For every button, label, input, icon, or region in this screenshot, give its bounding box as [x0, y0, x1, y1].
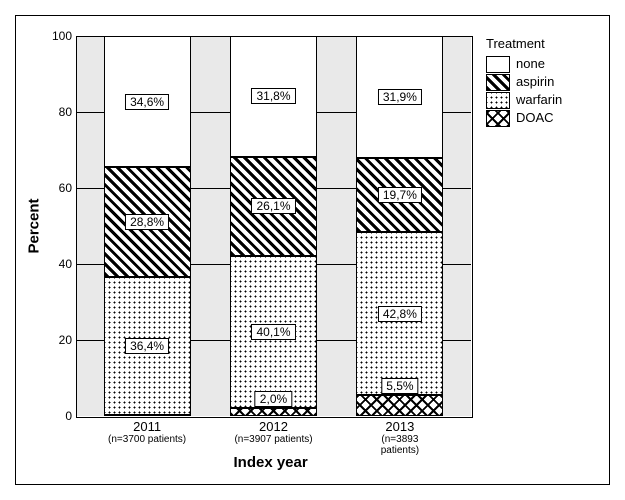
bar-2012: 2,0% 40,1% 26,1% 31,8% [230, 36, 317, 416]
bar-2011: 36,4% 28,8% 34,6% [104, 36, 191, 416]
legend-item-warfarin: warfarin [486, 91, 562, 109]
legend: Treatment noneaspirinwarfarinDOAC [486, 36, 562, 127]
segment-DOAC [230, 408, 317, 416]
legend-item-none: none [486, 55, 562, 73]
legend-item-DOAC: DOAC [486, 109, 562, 127]
legend-label: none [516, 55, 545, 73]
value-label: 31,9% [378, 89, 422, 105]
x-axis-label: Index year [234, 454, 308, 471]
legend-swatch-icon [486, 92, 510, 109]
value-label: 36,4% [125, 338, 169, 354]
value-label: 5,5% [381, 378, 418, 394]
y-tick-label: 0 [65, 409, 72, 423]
bar-2013: 5,5% 42,8% 19,7% 31,9% [356, 36, 443, 416]
legend-label: aspirin [516, 73, 554, 91]
y-tick-label: 60 [59, 181, 72, 195]
plot-area: 02040608010036,4%28,8%34,6%2011(n=3700 p… [76, 36, 471, 416]
y-tick-label: 100 [52, 29, 72, 43]
y-tick-label: 20 [59, 333, 72, 347]
y-axis-label: Percent [26, 198, 43, 253]
value-label: 28,8% [125, 214, 169, 230]
y-tick-label: 80 [59, 105, 72, 119]
x-tick-label: 2013(n=3893 patients) [364, 416, 435, 456]
legend-swatch-icon [486, 56, 510, 73]
y-tick-label: 40 [59, 257, 72, 271]
legend-swatch-icon [486, 74, 510, 91]
value-label: 40,1% [251, 324, 295, 340]
legend-title: Treatment [486, 36, 562, 51]
value-label: 2,0% [255, 391, 292, 407]
value-label: 31,8% [251, 88, 295, 104]
legend-label: warfarin [516, 91, 562, 109]
value-label: 34,6% [125, 94, 169, 110]
segment-DOAC [356, 395, 443, 416]
legend-item-aspirin: aspirin [486, 73, 562, 91]
x-tick-label: 2012(n=3907 patients) [234, 416, 312, 445]
value-label: 42,8% [378, 306, 422, 322]
value-label: 26,1% [251, 198, 295, 214]
legend-label: DOAC [516, 109, 554, 127]
figure: 0 20 40 60 80 100 36,4% 28,8% 34,6% 2011(n=3700 p… [0, 0, 625, 500]
value-label: 19,7% [378, 187, 422, 203]
legend-swatch-icon [486, 110, 510, 127]
x-tick-label: 2011(n=3700 patients) [108, 416, 186, 445]
outer-frame: 0 20 40 60 80 100 36,4% 28,8% 34,6% 2011(n=3700 p… [15, 15, 610, 485]
